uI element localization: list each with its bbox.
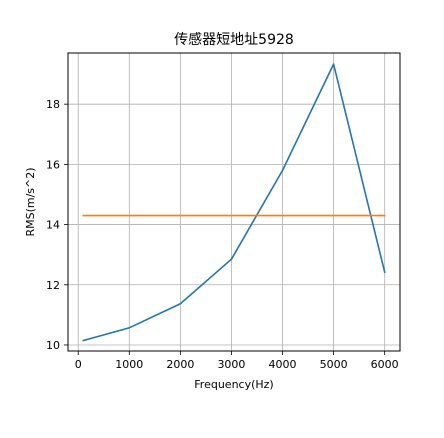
x-tick-label: 2000 bbox=[166, 358, 194, 371]
plot-frame bbox=[67, 52, 401, 352]
ticks: 0 1000 2000 3000 4000 5000 6000 10 12 14 16 18 bbox=[46, 98, 399, 371]
y-tick-label: 14 bbox=[46, 219, 60, 232]
y-tick-label: 16 bbox=[46, 158, 60, 171]
x-tick-label: 3000 bbox=[217, 358, 245, 371]
grid bbox=[68, 53, 400, 351]
chart-title: 传感器短地址5928 bbox=[174, 31, 294, 48]
y-tick-label: 10 bbox=[46, 339, 60, 352]
x-tick-label: 6000 bbox=[371, 358, 399, 371]
x-tick-label: 5000 bbox=[320, 358, 348, 371]
x-tick-label: 1000 bbox=[115, 358, 143, 371]
series-group bbox=[82, 63, 386, 342]
series-1-line bbox=[82, 63, 386, 342]
x-tick-label: 4000 bbox=[269, 358, 297, 371]
y-axis-label: RMS(m/s^2) bbox=[24, 167, 37, 236]
x-tick-label: 0 bbox=[75, 358, 82, 371]
y-tick-label: 12 bbox=[46, 279, 60, 292]
y-tick-label: 18 bbox=[46, 98, 60, 111]
x-axis-label: Frequency(Hz) bbox=[194, 378, 273, 391]
